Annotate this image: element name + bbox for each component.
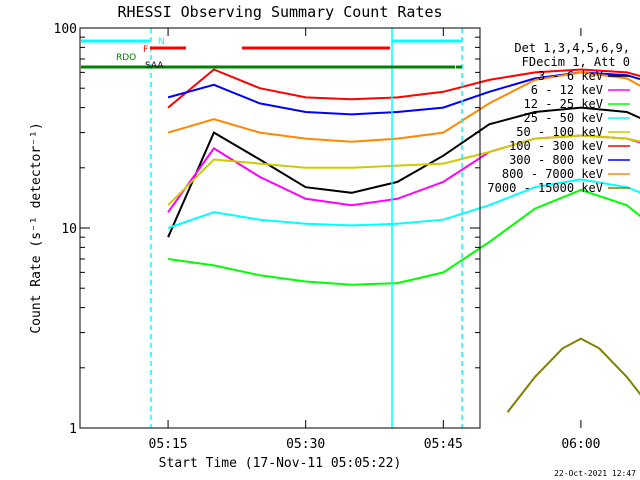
- legend-label-6-12-kev: 6 - 12 keV: [531, 83, 603, 97]
- legend-label-12-25-kev: 12 - 25 keV: [524, 97, 603, 111]
- legend-label-800-7000-kev: 800 - 7000 keV: [502, 167, 603, 181]
- series-line-800-7000-kev: [167, 71, 640, 143]
- series-layer: [167, 68, 640, 413]
- series-line-12-25-kev: [167, 188, 640, 286]
- series-line-50-100-kev: [167, 134, 640, 206]
- legend-header-line-2: FDecim 1, Att 0: [522, 55, 630, 69]
- x-tick-label: 05:30: [286, 437, 325, 452]
- x-tick-label: 05:15: [149, 437, 188, 452]
- y-tick-label: 100: [54, 22, 77, 37]
- y-tick-label: 1: [69, 422, 77, 437]
- timestamp: 22-Oct-2021 12:47: [554, 469, 636, 478]
- series-line-3-6-kev: [167, 106, 640, 238]
- series-line-100-300-kev: [167, 68, 640, 109]
- legend-label-7000-15000-kev: 7000 - 15000 keV: [487, 181, 603, 195]
- legend-label-50-100-kev: 50 - 100 keV: [516, 125, 603, 139]
- legend-label-100-300-kev: 100 - 300 keV: [509, 139, 603, 153]
- series-line-300-800-kev: [167, 71, 640, 116]
- x-axis-label: Start Time (17-Nov-11 05:05:22): [159, 456, 402, 471]
- chart-title: RHESSI Observing Summary Count Rates: [117, 3, 442, 21]
- legend-header-line-1: Det 1,3,4,5,6,9,: [514, 41, 630, 55]
- x-tick-label: 06:00: [561, 437, 600, 452]
- ticks-layer: 05:1505:3005:4506:0006:1506:3006:4511010…: [54, 22, 601, 452]
- series-line-25-50-kev: [167, 178, 640, 229]
- y-tick-label: 10: [61, 222, 77, 237]
- y-axis-label: Count Rate (s⁻¹ detector⁻¹): [29, 122, 44, 333]
- overlay-layer: N RDO F SAA: [81, 28, 463, 428]
- flag-label-f: F: [143, 45, 148, 55]
- flag-label-n: N: [158, 37, 165, 47]
- legend-label-25-50-kev: 25 - 50 keV: [524, 111, 603, 125]
- flag-label-saa: SAA: [145, 61, 164, 71]
- series-line-7000-15000-kev: [506, 337, 640, 413]
- plot-frame: [79, 27, 481, 429]
- legend-label-3-6-kev: 3 - 6 keV: [538, 69, 603, 83]
- flag-label-rdo: RDO: [116, 53, 136, 63]
- x-tick-label: 05:45: [424, 437, 463, 452]
- legend-label-300-800-kev: 300 - 800 keV: [509, 153, 603, 167]
